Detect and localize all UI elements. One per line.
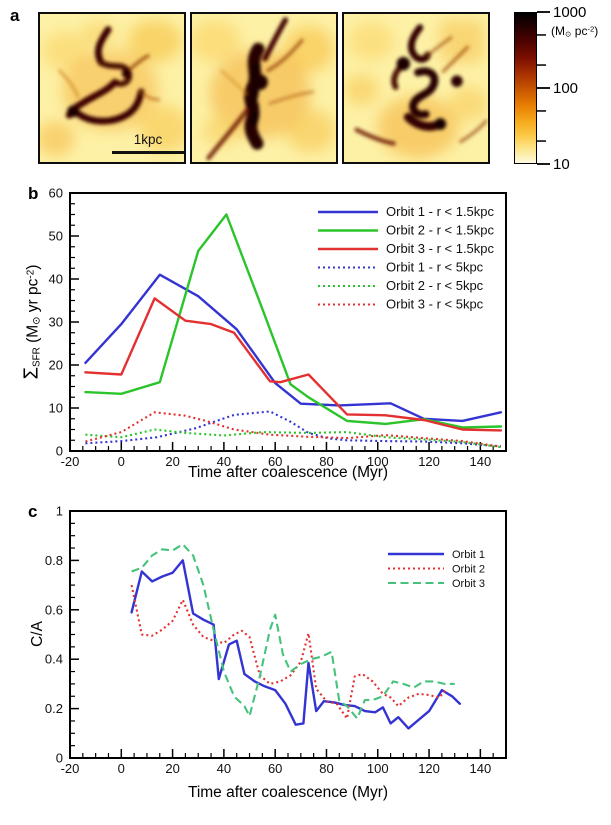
y-axis-title-ca: C/A — [29, 621, 46, 647]
scale-bar-label: 1kpc — [133, 132, 163, 147]
plot-frame-c — [69, 510, 507, 759]
y-tick-label: 20 — [49, 358, 63, 373]
x-tick-label: 0 — [118, 761, 125, 776]
colorbar-tick-label-100: 100 — [553, 80, 579, 97]
y-axis-title-sfr: ΣSFR (M⊙ yr pc-2) — [20, 264, 43, 380]
x-tick-label: 0 — [118, 454, 125, 469]
x-tick-label: 140 — [470, 454, 492, 469]
legend-label-orbit-1-r-5kpc: Orbit 1 - r < 5kpc — [386, 260, 484, 275]
x-tick-label: 120 — [418, 761, 440, 776]
x-tick-label: 20 — [165, 454, 179, 469]
y-tick-label: 0.6 — [45, 602, 63, 617]
y-tick-label: 10 — [49, 401, 63, 416]
series-orbit-3 — [131, 543, 455, 720]
x-tick-label: 140 — [470, 761, 492, 776]
x-tick-label: 80 — [319, 761, 333, 776]
x-tick-label: 120 — [418, 454, 440, 469]
chart-b: -20 0 20 40 60 80 100 120 1400102030405060Orbit … — [49, 186, 507, 469]
x-axis-title-b: Time after coalescence (Myr) — [187, 464, 389, 481]
series-orbit-1-r-1.5kpc — [84, 273, 503, 423]
y-tick-label: 0.8 — [45, 553, 63, 568]
density-map-1-art — [40, 14, 184, 162]
x-tick-label: 20 — [165, 761, 179, 776]
legend-label-orbit-3-r-5kpc: Orbit 3 - r < 5kpc — [386, 297, 484, 312]
series-orbit-3-r-1.5kpc — [84, 297, 503, 432]
y-tick-label: 30 — [49, 315, 63, 330]
colorbar-tick-label-1000: 1000 — [553, 4, 587, 21]
x-tick-label: 100 — [367, 761, 389, 776]
series-orbit-1 — [130, 559, 461, 730]
series-orbit-2-r-1.5kpc — [84, 213, 503, 429]
series-orbit-3-r-5kpc — [85, 411, 502, 448]
series-orbit-2-r-5kpc — [85, 428, 502, 449]
density-map-3-art — [344, 14, 488, 162]
legend-label-orbit-1: Orbit 1 — [452, 549, 485, 561]
legend-label-orbit-3: Orbit 3 — [452, 578, 485, 590]
colorbar-tick-label-10: 10 — [553, 156, 570, 173]
colorbar — [514, 12, 537, 164]
x-axis-title-c: Time after coalescence (Myr) — [187, 784, 389, 801]
y-tick-label: 0 — [56, 444, 63, 459]
x-tick-label: 60 — [268, 761, 282, 776]
density-map-2-art — [192, 14, 336, 162]
legend-label-orbit-2-r-5kpc: Orbit 2 - r < 5kpc — [386, 278, 484, 293]
y-tick-label: 0.2 — [45, 701, 63, 716]
legend-label-orbit-2-r-1.5kpc: Orbit 2 - r < 1.5kpc — [386, 223, 495, 238]
x-tick-label: 40 — [217, 761, 231, 776]
panel-c-letter: c — [28, 502, 38, 521]
y-tick-label: 0 — [56, 751, 63, 766]
y-tick-label: 50 — [49, 229, 63, 244]
density-map-2 — [190, 12, 338, 164]
chart-c: -20 0 20 40 60 80 100 120 14000.20.40.60.81Orbit… — [45, 504, 507, 776]
x-tick-label: -20 — [61, 454, 80, 469]
y-tick-label: 0.4 — [45, 652, 63, 667]
legend-label-orbit-1-r-1.5kpc: Orbit 1 - r < 1.5kpc — [386, 204, 495, 219]
x-tick-label: -20 — [61, 761, 80, 776]
colorbar-ticks — [537, 11, 550, 165]
y-tick-label: 1 — [56, 504, 63, 519]
plot-frame-b — [69, 192, 507, 452]
density-map-1: 1kpc — [38, 12, 186, 164]
scale-bar — [112, 151, 184, 154]
series-orbit-2 — [130, 584, 448, 720]
y-tick-label: 60 — [49, 186, 63, 201]
y-tick-label: 40 — [49, 272, 63, 287]
panel-b-letter: b — [28, 184, 39, 203]
series-orbit-1-r-5kpc — [85, 410, 501, 448]
legend-label-orbit-3-r-1.5kpc: Orbit 3 - r < 1.5kpc — [386, 241, 495, 256]
legend-label-orbit-2: Orbit 2 — [452, 564, 485, 576]
colorbar-unit-label: (M⊙ pc-2) — [551, 24, 599, 39]
density-map-3 — [342, 12, 490, 164]
panel-a-letter: a — [10, 6, 20, 25]
